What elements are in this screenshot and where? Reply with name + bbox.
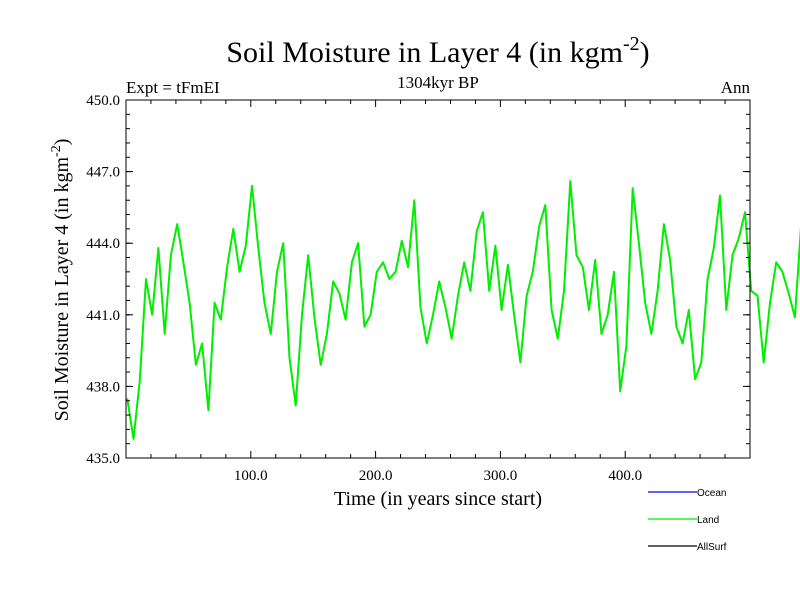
legend: Ocean Land AllSurf <box>648 488 727 553</box>
chart-title-superscript: -2 <box>623 33 640 55</box>
legend-item-ocean: Ocean <box>648 488 726 499</box>
legend-item-allsurf: AllSurf <box>648 542 727 553</box>
legend-item-land: Land <box>648 515 719 526</box>
legend-label: Ocean <box>697 488 726 499</box>
x-tick-label: 200.0 <box>359 468 393 484</box>
x-tick-label: 300.0 <box>484 468 518 484</box>
y-axis-label-superscript: -2 <box>49 145 64 157</box>
y-tick-labels: 435.0 438.0 441.0 444.0 447.0 450.0 <box>86 93 120 467</box>
x-axis-label: Time (in years since start) <box>334 488 542 510</box>
x-tick-label: 100.0 <box>234 468 268 484</box>
axis-ticks <box>126 99 750 459</box>
y-tick-label: 435.0 <box>86 451 120 467</box>
y-tick-label: 450.0 <box>86 93 120 109</box>
x-tick-labels: 100.0 200.0 300.0 400.0 <box>234 468 642 484</box>
series-line-land <box>126 180 800 440</box>
x-tick-label: 400.0 <box>608 468 642 484</box>
legend-label: Land <box>697 515 719 526</box>
y-axis-label-close: ) <box>51 139 73 146</box>
chart-title-close: ) <box>640 36 650 69</box>
chart-title: Soil Moisture in Layer 4 (in kgm-2) <box>226 33 649 69</box>
y-tick-label: 438.0 <box>86 379 120 395</box>
y-axis-label-main: Soil Moisture in Layer 4 (in kgm <box>51 157 73 422</box>
y-tick-label: 444.0 <box>86 236 120 252</box>
season-label: Ann <box>721 78 751 97</box>
plot-area <box>125 99 800 459</box>
chart-title-main: Soil Moisture in Layer 4 (in kgm <box>226 36 623 69</box>
plot-frame <box>125 99 751 459</box>
y-tick-label: 441.0 <box>86 308 120 324</box>
y-tick-label: 447.0 <box>86 165 120 181</box>
period-label: 1304kyr BP <box>397 73 479 92</box>
y-axis-label: Soil Moisture in Layer 4 (in kgm-2) <box>49 139 73 422</box>
legend-label: AllSurf <box>697 542 727 553</box>
experiment-label: Expt = tFmEI <box>126 78 220 97</box>
